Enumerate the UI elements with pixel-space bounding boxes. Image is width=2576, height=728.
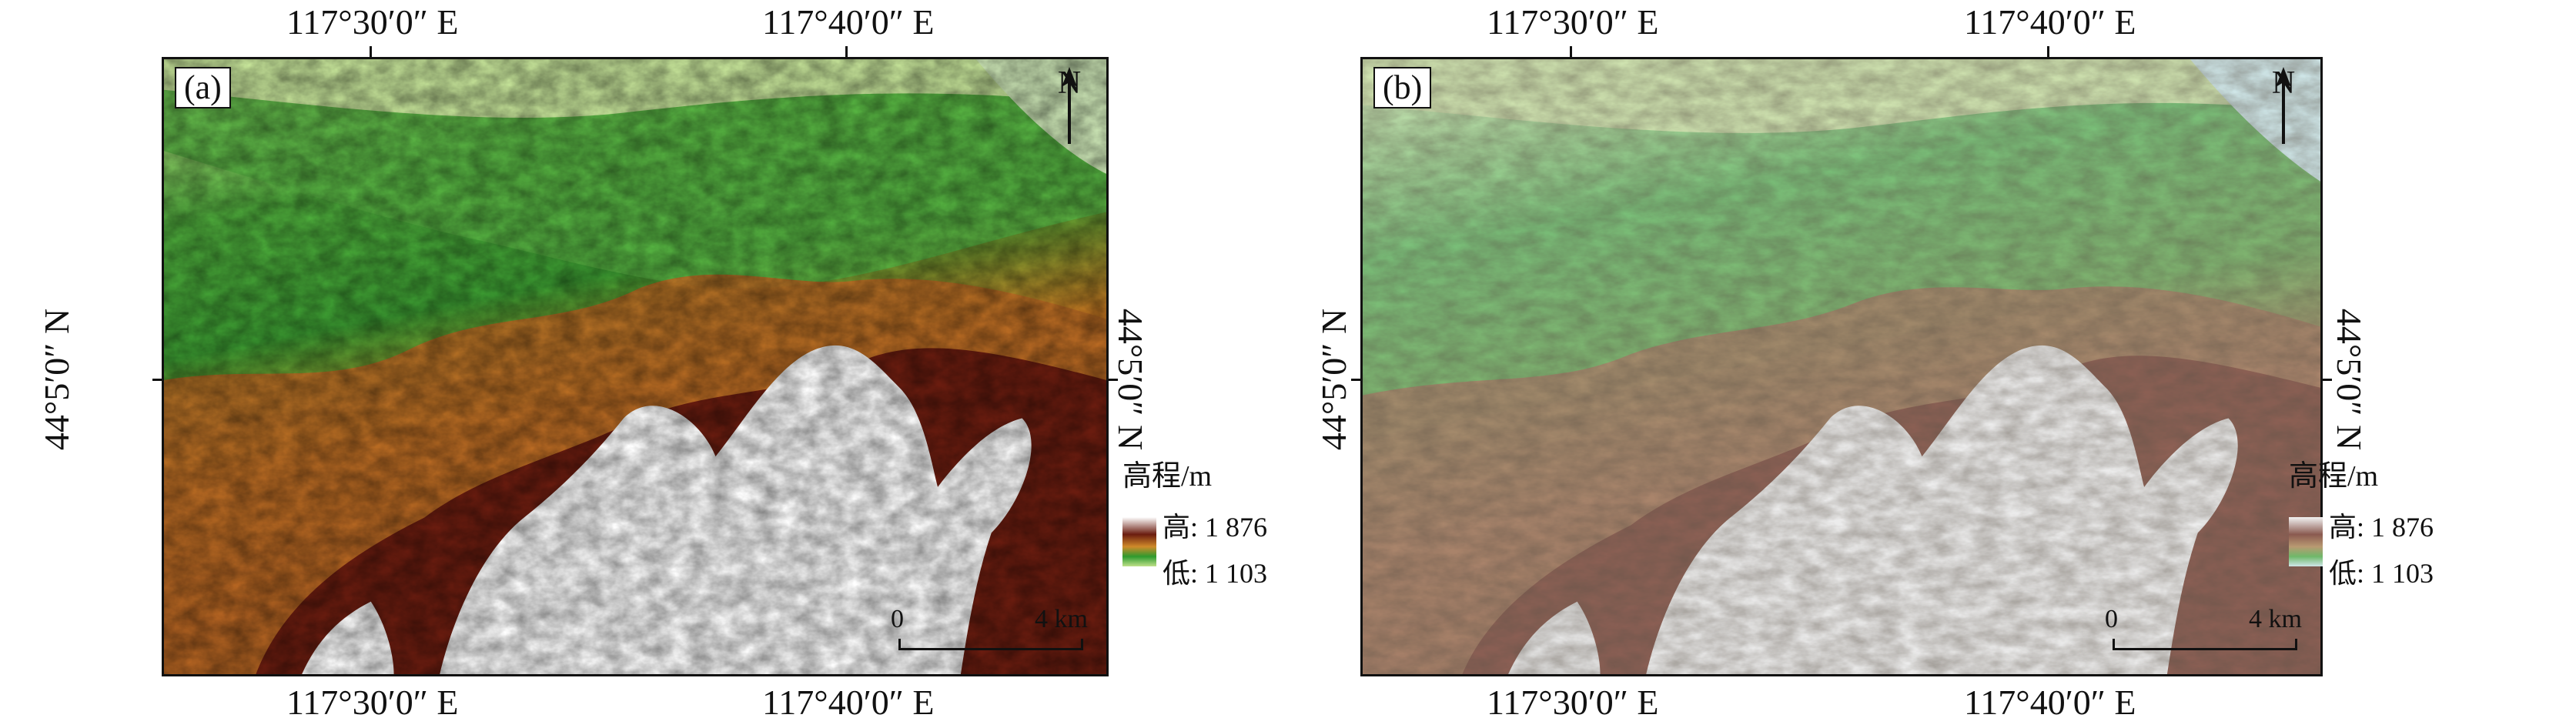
legend-high-label: 高: 1 876	[2329, 512, 2434, 543]
elevation-legend-b: 高程/m 高: 1 876 低: 1 103	[2289, 460, 2451, 589]
left-lat-label: 44°5′0″ N	[1314, 308, 1353, 451]
legend-title: 高程/m	[2289, 460, 2379, 493]
legend-low-label: 低: 1 103	[1163, 558, 1268, 589]
north-arrow-icon	[2276, 67, 2291, 144]
scale-bar-a: 0 4 km	[891, 605, 1088, 659]
legend-low-label: 低: 1 103	[2329, 558, 2434, 589]
right-lat-label: 44°5′0″ N	[2330, 308, 2369, 451]
panel-label-a: (a)	[175, 67, 231, 109]
elevation-raster-a	[164, 59, 1106, 674]
legend-title: 高程/m	[1122, 460, 1213, 493]
scale-bar-line	[2113, 639, 2297, 650]
legend-color-ramp	[1122, 517, 1156, 566]
top-lon-right-label: 117°40′0″ E	[762, 2, 935, 42]
north-arrow-icon	[1062, 67, 1077, 144]
top-lon-left-label: 117°30′0″ E	[286, 2, 459, 42]
left-lat-label: 44°5′0″ N	[37, 308, 76, 451]
map-panel-a: 117°30′0″ E 117°40′0″ E	[37, 2, 1284, 722]
hillshade-map-b: (b) N 0 4 km	[1360, 57, 2323, 676]
north-arrow-a: N	[1054, 67, 1085, 182]
scale-max-label: 4 km	[2249, 605, 2302, 633]
bottom-lon-left-label: 117°30′0″ E	[1487, 683, 1659, 722]
bottom-lon-right-label: 117°40′0″ E	[762, 683, 935, 722]
panel-label-b: (b)	[1373, 67, 1432, 109]
scale-zero-label: 0	[2105, 605, 2118, 633]
scale-bar-line	[898, 639, 1083, 650]
scale-max-label: 4 km	[1035, 605, 1088, 633]
north-arrow-b: N	[2268, 67, 2299, 182]
scale-bar-b: 0 4 km	[2105, 605, 2302, 659]
top-lon-left-label: 117°30′0″ E	[1487, 2, 1659, 42]
scale-zero-label: 0	[891, 605, 904, 633]
legend-high-label: 高: 1 876	[1163, 512, 1268, 543]
map-panel-b: 117°30′0″ E 117°40′0″ E	[1288, 0, 2576, 728]
top-lon-right-label: 117°40′0″ E	[1964, 2, 2136, 42]
hillshade-raster-b	[1363, 59, 2320, 674]
legend-color-ramp	[2289, 517, 2323, 566]
elevation-legend-a: 高程/m 高: 1 876 低: 1 103	[1122, 460, 1284, 589]
bottom-lon-right-label: 117°40′0″ E	[1964, 683, 2136, 722]
elevation-map-a: (a) N 0 4 km	[162, 57, 1109, 676]
bottom-lon-left-label: 117°30′0″ E	[286, 683, 459, 722]
